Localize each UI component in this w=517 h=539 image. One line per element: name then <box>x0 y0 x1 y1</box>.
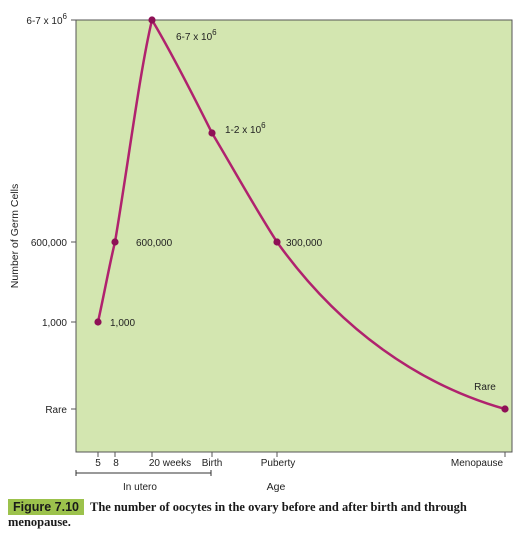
x-tick-label: 20 weeks <box>149 458 191 469</box>
data-point <box>111 238 119 246</box>
data-label: 1-2 x 106 <box>225 121 266 136</box>
x-tick-label: Menopause <box>451 458 504 469</box>
x-tick-label: 5 <box>95 458 101 469</box>
y-tick-label: Rare <box>45 405 67 416</box>
x-tick-label: Puberty <box>261 458 295 469</box>
data-label: 1,000 <box>110 318 135 329</box>
x-axis-title: Age <box>267 481 286 493</box>
y-tick-label: 6-7 x 106 <box>26 12 67 27</box>
x-tick-label: Birth <box>202 458 223 469</box>
chart: Rare 1,000 600,000 6-7 x 106 5 8 20 weeks Birth… <box>9 12 513 493</box>
y-axis-title: Number of Germ Cells <box>9 184 21 288</box>
in-utero-label: In utero <box>123 482 157 493</box>
data-point <box>273 238 281 246</box>
data-point <box>501 405 509 413</box>
data-point <box>94 318 102 326</box>
y-tick-label: 600,000 <box>31 238 68 249</box>
figure-caption: Figure 7.10 The number of oocytes in the … <box>8 499 513 530</box>
data-label: 6-7 x 106 <box>176 28 217 43</box>
data-label: 600,000 <box>136 238 173 249</box>
data-point <box>148 16 156 24</box>
caption-text: The number of oocytes in the ovary befor… <box>8 500 467 529</box>
x-tick-label: 8 <box>113 458 119 469</box>
data-label: 300,000 <box>286 238 323 249</box>
data-point <box>208 129 216 137</box>
plot-area <box>75 19 513 453</box>
in-utero-bracket <box>75 470 212 476</box>
data-label: Rare <box>474 382 496 393</box>
y-tick-label: 1,000 <box>42 318 67 329</box>
figure-label: Figure 7.10 <box>8 499 84 515</box>
